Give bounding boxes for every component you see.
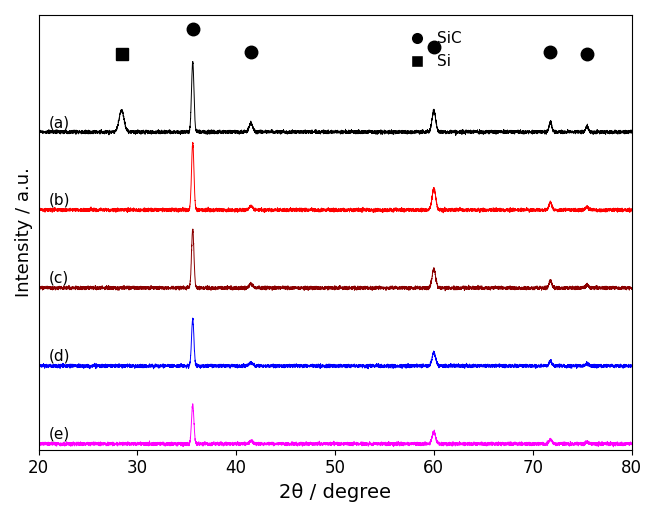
Text: (d): (d) — [49, 349, 70, 364]
Text: (c): (c) — [49, 271, 69, 286]
Text: (b): (b) — [49, 193, 70, 208]
Text: (a): (a) — [49, 115, 70, 130]
Text: (e): (e) — [49, 427, 70, 442]
Legend: SiC, Si: SiC, Si — [402, 32, 462, 69]
X-axis label: 2θ / degree: 2θ / degree — [279, 483, 391, 502]
Y-axis label: Intensity / a.u.: Intensity / a.u. — [15, 168, 33, 297]
